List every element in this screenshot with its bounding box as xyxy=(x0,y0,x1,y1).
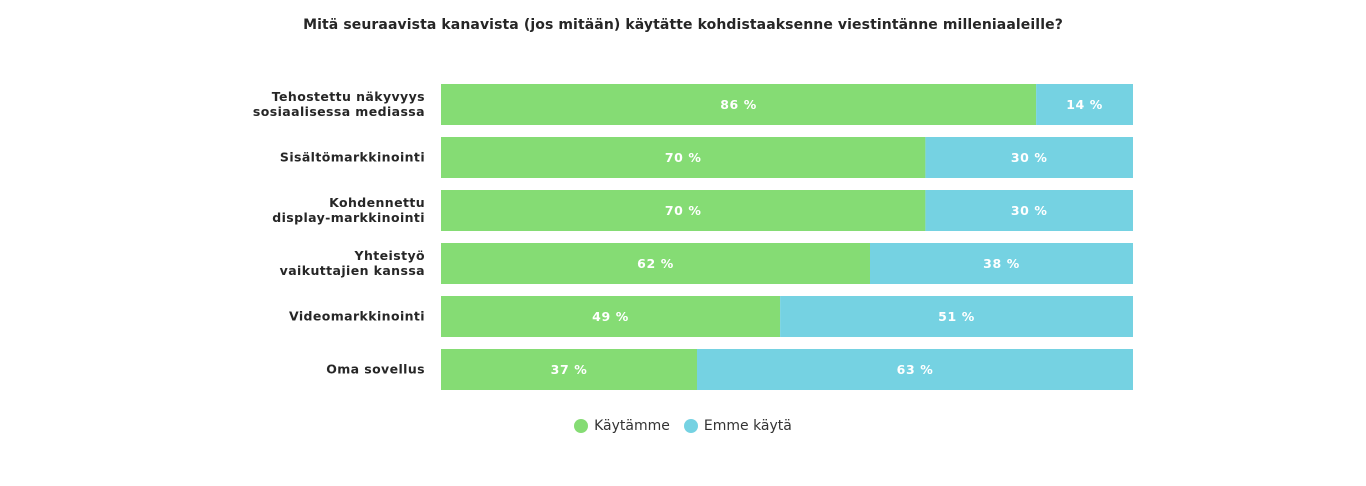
bar-value-label: 70 % xyxy=(665,150,702,165)
bar-segment-used[interactable] xyxy=(441,190,926,231)
bar-value-label: 49 % xyxy=(592,309,629,324)
bar-segment-not-used[interactable] xyxy=(1036,84,1133,125)
bar-value-label: 86 % xyxy=(720,97,757,112)
category-label: Videomarkkinointi xyxy=(289,309,425,324)
category-label-line: Yhteistyö xyxy=(354,248,425,263)
category-label-line: sosiaalisessa mediassa xyxy=(253,104,425,119)
bar-value-label: 70 % xyxy=(665,203,702,218)
legend: Käytämme Emme käytä xyxy=(0,418,1366,434)
category-label-line: Sisältömarkkinointi xyxy=(280,150,425,165)
category-labels: Tehostettu näkyvyys sosiaalisessa mediass… xyxy=(253,89,425,377)
legend-item-not-used[interactable]: Emme käytä xyxy=(683,418,792,434)
bar-value-label: 30 % xyxy=(1011,150,1048,165)
bar-segment-not-used[interactable] xyxy=(780,296,1133,337)
category-label: Sisältömarkkinointi xyxy=(280,150,425,165)
category-label-line: Tehostettu näkyvyys xyxy=(272,89,425,104)
category-label-line: Oma sovellus xyxy=(326,362,425,377)
bar-segment-not-used[interactable] xyxy=(925,137,1133,178)
bar-group xyxy=(441,84,1133,390)
category-label: Yhteistyö vaikuttajien kanssa xyxy=(280,248,425,278)
legend-dot-used-icon xyxy=(574,419,589,433)
bar-segment-not-used[interactable] xyxy=(697,349,1133,390)
bar-segment-used[interactable] xyxy=(441,84,1037,125)
category-label-line: display-markkinointi xyxy=(272,210,425,225)
category-label-line: Videomarkkinointi xyxy=(289,309,425,324)
bar-value-label: 37 % xyxy=(551,362,588,377)
category-label: Kohdennettu display-markkinointi xyxy=(272,195,425,225)
bar-value-label: 63 % xyxy=(897,362,934,377)
legend-label-used: Käytämme xyxy=(594,418,670,434)
bar-segment-used[interactable] xyxy=(441,296,781,337)
legend-label-not-used: Emme käytä xyxy=(703,418,792,434)
bar-segment-used[interactable] xyxy=(441,349,697,390)
legend-item-used[interactable]: Käytämme xyxy=(574,418,670,434)
bar-segment-used[interactable] xyxy=(441,137,926,178)
category-label: Oma sovellus xyxy=(326,362,425,377)
bar-value-label: 14 % xyxy=(1066,97,1103,112)
legend-dot-not-used-icon xyxy=(683,419,698,433)
bar-segment-used[interactable] xyxy=(441,243,870,284)
bar-value-labels: 86 % 14 % 70 % 30 % 70 % 30 % 62 % 38 % 49 % 51 %… xyxy=(551,97,1103,377)
bar-value-label: 62 % xyxy=(637,256,674,271)
category-label: Tehostettu näkyvyys sosiaalisessa mediass… xyxy=(253,89,425,119)
bar-segment-not-used[interactable] xyxy=(925,190,1133,231)
category-label-line: vaikuttajien kanssa xyxy=(280,263,425,278)
bar-value-label: 30 % xyxy=(1011,203,1048,218)
bar-value-label: 38 % xyxy=(983,256,1020,271)
category-label-line: Kohdennettu xyxy=(329,195,425,210)
chart-title: Mitä seuraavista kanavista (jos mitään) … xyxy=(303,17,1063,33)
bar-value-label: 51 % xyxy=(938,309,975,324)
bar-segment-not-used[interactable] xyxy=(870,243,1133,284)
